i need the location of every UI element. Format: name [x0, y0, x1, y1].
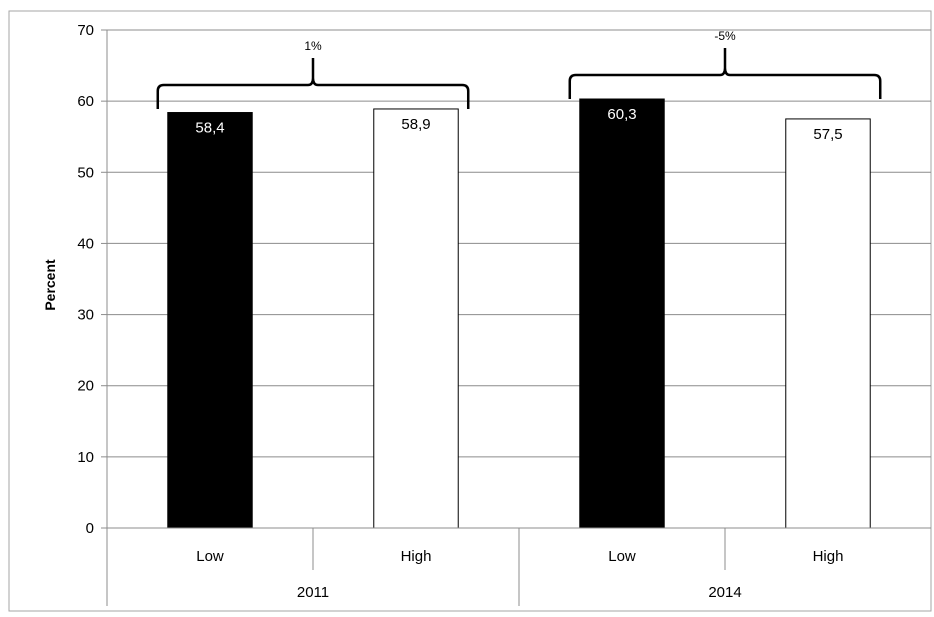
y-tick-label: 50 [77, 164, 94, 181]
change-label: -5% [714, 29, 736, 43]
y-tick-label: 20 [77, 378, 94, 395]
x-group-label: 2014 [708, 584, 741, 601]
y-axis-label: Percent [42, 259, 58, 311]
data-label: 58,4 [195, 120, 224, 137]
change-brace [156, 57, 470, 109]
bar [579, 98, 665, 529]
bar [373, 108, 459, 529]
change-label: 1% [304, 39, 322, 53]
chart-frame [8, 10, 932, 612]
x-category-label: High [401, 548, 432, 565]
x-category-label: Low [608, 548, 636, 565]
bar [167, 112, 253, 529]
y-tick-label: 60 [77, 93, 94, 110]
data-label: 57,5 [813, 126, 842, 143]
change-annotations: 1% -5% [156, 29, 882, 109]
y-axis-ticks: 0 10 20 30 40 50 60 70 [77, 22, 107, 537]
axes [106, 30, 931, 606]
x-category-label: High [813, 548, 844, 565]
x-category-label: Low [196, 548, 224, 565]
data-label: 58,9 [401, 116, 430, 133]
x-group-label: 2011 [297, 584, 329, 601]
bar [785, 118, 871, 529]
change-brace [568, 48, 882, 100]
y-tick-label: 70 [77, 22, 94, 39]
y-tick-label: 10 [77, 449, 94, 466]
bars: 58,4 58,9 60,3 57,5 [167, 98, 871, 529]
top-strip [0, 0, 934, 6]
category-labels: Low High 2011 Low High 2014 [196, 548, 843, 601]
y-tick-label: 0 [86, 520, 94, 537]
data-label: 60,3 [607, 106, 636, 123]
y-tick-label: 40 [77, 235, 94, 252]
y-tick-label: 30 [77, 307, 94, 324]
